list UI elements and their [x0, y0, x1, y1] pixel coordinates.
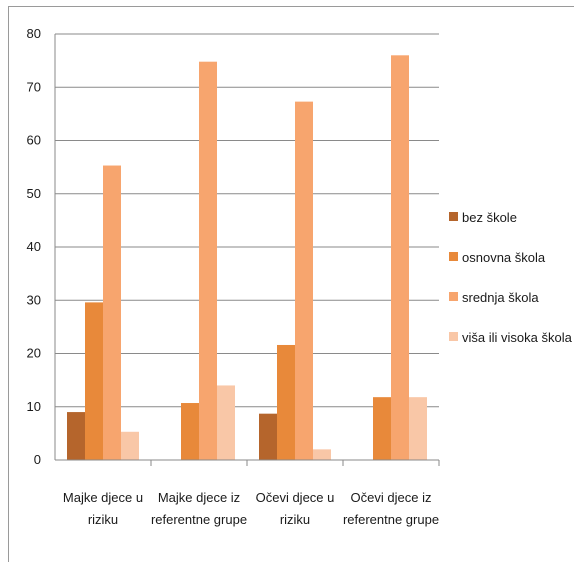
- x-tick-label: Očevi djece iz: [351, 490, 432, 505]
- legend-label: viša ili visoka škola: [462, 330, 573, 345]
- bar: [181, 403, 199, 460]
- legend-swatch: [449, 212, 458, 221]
- y-tick-label: 70: [27, 79, 41, 94]
- legend-swatch: [449, 332, 458, 341]
- x-tick-label: Očevi djece u: [256, 490, 335, 505]
- y-tick-label: 60: [27, 133, 41, 148]
- bars: [67, 55, 427, 461]
- bar: [295, 101, 313, 460]
- legend-label: bez škole: [462, 210, 517, 225]
- bar: [199, 61, 217, 460]
- x-axis: Majke djece u riziku Majke djece iz referen…: [55, 459, 440, 527]
- y-tick-label: 40: [27, 239, 41, 254]
- y-axis: 0 10 20 30 40 50 60 70 80: [27, 26, 56, 467]
- legend-swatch: [449, 252, 458, 261]
- bar: [373, 397, 391, 460]
- y-tick-label: 0: [34, 452, 41, 467]
- x-tick-label: referentne grupe: [343, 512, 439, 527]
- chart-frame: 0 10 20 30 40 50 60 70 80 Majke djece u riziku Maj…: [8, 6, 574, 562]
- bar: [121, 431, 139, 460]
- legend-label: srednja škola: [462, 290, 539, 305]
- bar: [67, 412, 85, 460]
- legend: bez škole osnovna škola srednja škola viša …: [449, 210, 573, 345]
- bar: [313, 449, 331, 460]
- y-tick-label: 30: [27, 292, 41, 307]
- bar: [103, 165, 121, 460]
- bar: [277, 344, 295, 460]
- y-tick-label: 50: [27, 186, 41, 201]
- bar: [409, 397, 427, 460]
- x-tick-label: referentne grupe: [151, 512, 247, 527]
- x-tick-label: Majke djece u: [63, 490, 143, 505]
- y-tick-label: 80: [27, 26, 41, 41]
- legend-swatch: [449, 292, 458, 301]
- y-tick-label: 10: [27, 399, 41, 414]
- x-tick-label: riziku: [88, 512, 118, 527]
- bar: [391, 55, 409, 461]
- bar: [259, 413, 277, 460]
- bar: [217, 385, 235, 460]
- bar: [85, 302, 103, 460]
- legend-label: osnovna škola: [462, 250, 546, 265]
- x-tick-label: Majke djece iz: [158, 490, 240, 505]
- x-tick-label: riziku: [280, 512, 310, 527]
- y-tick-label: 20: [27, 346, 41, 361]
